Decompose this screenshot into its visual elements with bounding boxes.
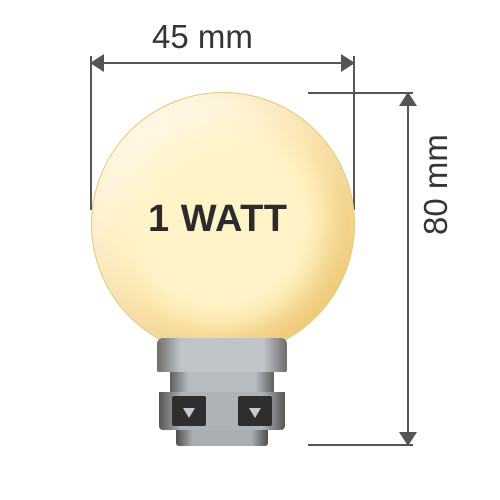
height-label: 80 mm bbox=[417, 134, 455, 235]
width-ext-right bbox=[353, 56, 355, 210]
bulb-base-bottom bbox=[176, 430, 268, 446]
height-ext-top bbox=[308, 92, 413, 94]
bulb-base-slot-left bbox=[172, 396, 206, 426]
bulb-base-mid bbox=[170, 372, 274, 392]
height-ext-bottom bbox=[308, 444, 413, 446]
height-arrow-bottom bbox=[399, 432, 417, 446]
bulb-base-top bbox=[157, 338, 287, 372]
width-ext-left bbox=[90, 56, 92, 210]
diagram-canvas: 45 mm 80 mm 1 WATT bbox=[0, 0, 500, 500]
width-arrow-left bbox=[90, 54, 104, 72]
bulb-base-slot-right bbox=[238, 396, 272, 426]
width-dim-line bbox=[90, 62, 355, 64]
height-dim-line bbox=[407, 92, 409, 446]
width-arrow-right bbox=[341, 54, 355, 72]
height-arrow-top bbox=[399, 92, 417, 106]
width-label: 45 mm bbox=[152, 18, 253, 56]
wattage-label: 1 WATT bbox=[148, 198, 288, 241]
